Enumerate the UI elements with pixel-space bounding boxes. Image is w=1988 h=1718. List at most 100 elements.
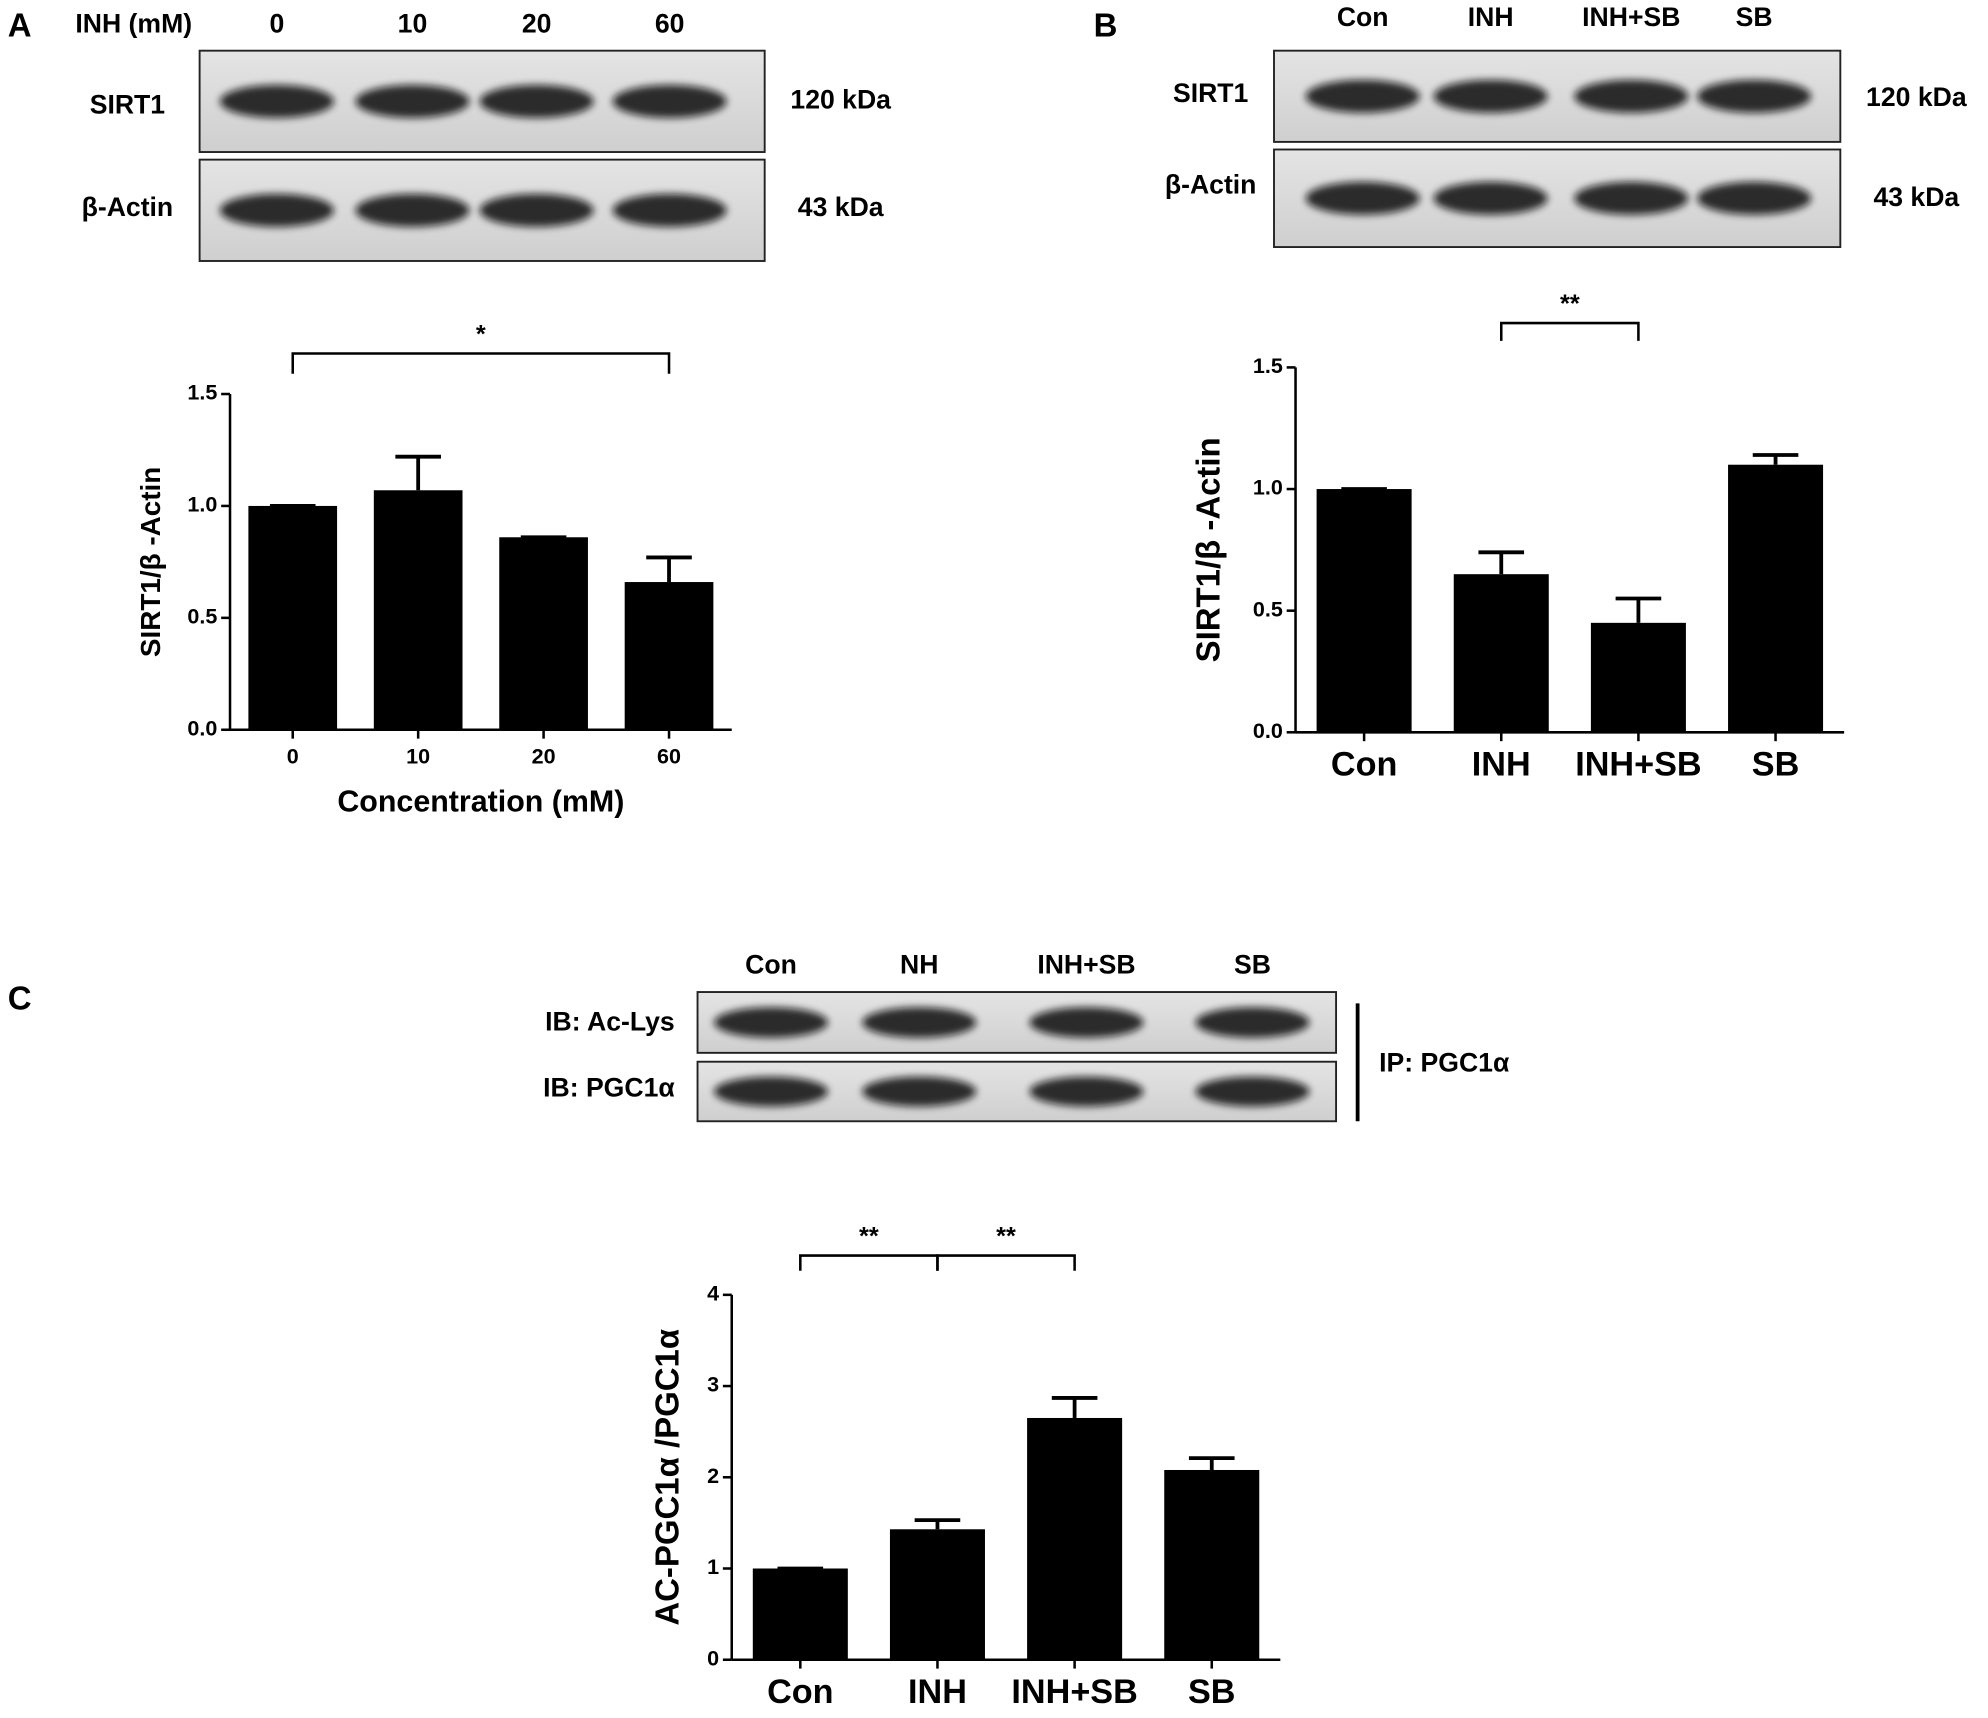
row-label: IB: Ac-Lys [545,1007,675,1037]
blot-band [1305,181,1420,215]
bar [1164,1469,1260,1660]
blot-band [219,84,334,118]
y-tick-label: 1.5 [1253,354,1283,378]
error-bar [646,555,692,583]
significance-bracket [291,352,671,374]
x-tick-label: INH [1472,746,1531,784]
x-axis-label: Concentration (mM) [337,784,624,818]
y-tick-label: 2 [707,1464,719,1488]
significance-label: ** [859,1223,879,1251]
x-tick-label: 20 [532,744,556,768]
side-label: IP: PGC1α [1379,1047,1510,1077]
bar [752,1568,848,1660]
size-label: 120 kDa [1866,82,1967,112]
blot-band [1029,1007,1144,1038]
lane-label: INH+SB [1037,950,1135,980]
blot-band [1697,79,1812,113]
row-label: β-Actin [82,192,174,222]
y-tick-label: 0.0 [187,716,217,740]
bar [1590,622,1686,733]
x-tick-label: INH [908,1673,967,1711]
blot-band [355,84,470,118]
blot-band [1574,181,1689,215]
blot-band [612,84,727,118]
bar [1316,489,1412,733]
error-bar [914,1518,961,1530]
row-label: SIRT1 [1173,78,1249,108]
size-label: 43 kDa [1873,182,1959,212]
significance-bracket [1499,321,1640,341]
lane-label: INH [1468,2,1514,32]
panel-label: A [8,7,32,44]
lane-label: NH [900,950,938,980]
bar [248,505,338,730]
significance-label: ** [996,1223,1016,1251]
x-tick-label: 0 [287,744,299,768]
blot-band [1195,1076,1310,1107]
y-axis-label: AC-PGC1α /PGC1α [648,1329,685,1626]
error-bar [1752,453,1799,465]
y-tick-label: 0 [707,1646,719,1670]
bar [1728,464,1824,733]
bar [373,490,463,730]
panel-label: B [1094,7,1118,44]
row-label: IB: PGC1α [543,1073,675,1103]
significance-label: ** [1560,290,1580,318]
lane-label: INH+SB [1582,2,1680,32]
blot-band [1433,181,1548,215]
error-bar [1051,1396,1098,1418]
bar [499,537,588,730]
y-tick-label: 0.5 [187,605,217,629]
error-bar [1478,550,1525,575]
y-axis-label: SIRT1/β -Actin [135,467,166,657]
blot-band [714,1076,829,1107]
blot-header: INH (mM) [75,8,192,38]
row-label: SIRT1 [90,89,166,119]
blot-band [1574,79,1689,113]
size-label: 43 kDa [798,192,884,222]
lane-label: 20 [522,8,552,38]
x-tick-label: SB [1188,1673,1236,1711]
error-bar [1188,1456,1235,1470]
lane-label: 0 [270,8,285,38]
x-tick-label: Con [1331,746,1397,784]
blot-band [612,193,727,227]
y-tick-label: 1.0 [187,493,217,517]
lane-label: SB [1736,2,1773,32]
y-axis-label: SIRT1/β -Actin [1189,437,1226,662]
lane-label: Con [745,950,797,980]
blot-band [862,1007,977,1038]
bar [1453,574,1549,733]
blot-band [1195,1007,1310,1038]
y-tick-label: 0.0 [1253,719,1283,743]
y-tick-label: 3 [707,1373,719,1397]
bar [624,582,714,730]
x-tick-label: SB [1752,746,1799,784]
blot-band [1305,79,1420,113]
lane-label: SB [1234,950,1271,980]
blot-band [1433,79,1548,113]
y-tick-label: 4 [707,1282,719,1306]
lane-label: Con [1337,2,1389,32]
significance-bracket [799,1254,939,1271]
x-tick-label: 10 [406,744,430,768]
bar [1027,1417,1123,1660]
panel-label: C [8,980,32,1017]
lane-label: 60 [655,8,685,38]
y-tick-label: 0.5 [1253,597,1283,621]
x-tick-label: 60 [657,744,681,768]
error-bar [1615,596,1662,623]
size-label: 120 kDa [790,84,891,114]
blot-band [219,193,334,227]
blot-band [1697,181,1812,215]
x-tick-label: Con [767,1673,833,1711]
y-tick-label: 1 [707,1555,719,1579]
error-bar [395,454,441,491]
lane-label: 10 [398,8,428,38]
blot-band [479,193,594,227]
blot-band [479,84,594,118]
row-label: β-Actin [1165,169,1257,199]
blot-band [1029,1076,1144,1107]
blot-band [355,193,470,227]
